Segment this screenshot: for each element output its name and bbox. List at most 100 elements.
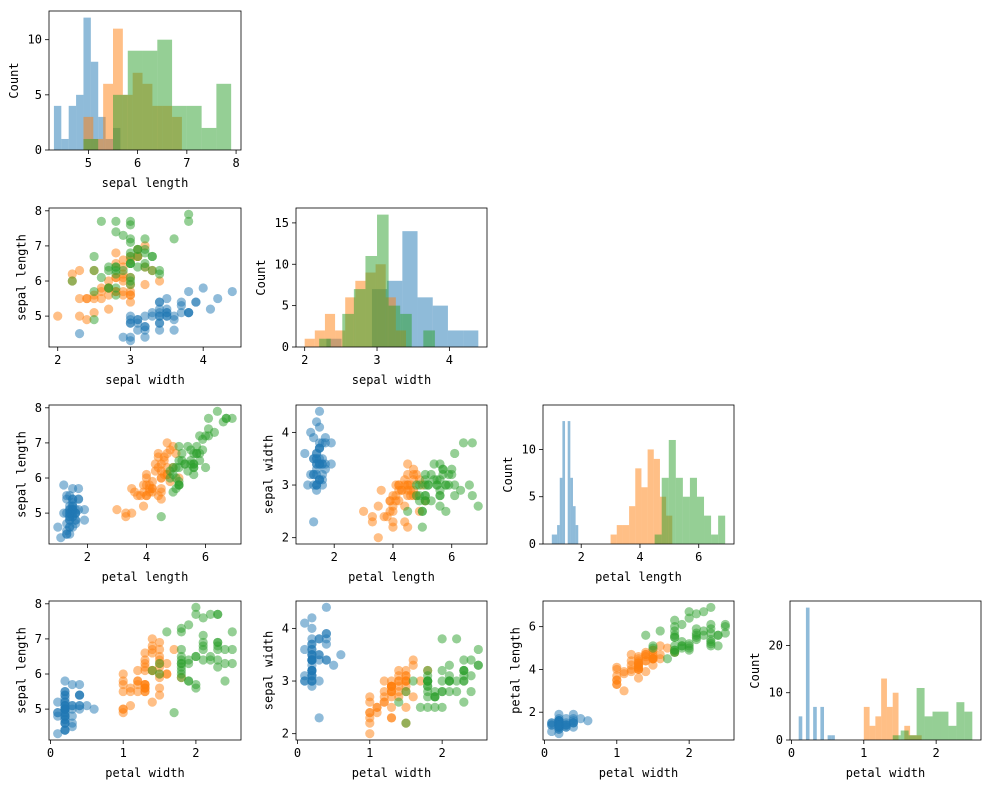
- scatter-point-setosa: [198, 283, 208, 293]
- scatter-point-virginica: [147, 265, 157, 276]
- hist-bar-versicolor: [875, 716, 882, 740]
- scatter-point-versicolor: [408, 655, 418, 665]
- scatter-point-setosa: [74, 329, 85, 339]
- scatter-point-versicolor: [125, 286, 136, 297]
- scatter-point-virginica: [423, 702, 433, 712]
- hist-bar-virginica: [940, 711, 949, 740]
- scatter-point-versicolor: [144, 483, 155, 494]
- hist-bar-virginica: [956, 702, 965, 740]
- scatter-point-setosa: [176, 300, 186, 311]
- scatter-point-virginica: [420, 480, 430, 490]
- axes-frame: [295, 404, 488, 545]
- scatter-point-virginica: [213, 655, 223, 665]
- scatter-point-virginica: [444, 686, 454, 697]
- scatter-point-virginica: [435, 475, 445, 485]
- y-axis-label: sepal length: [15, 234, 29, 321]
- scatter-point-setosa: [140, 311, 150, 321]
- hist-bar-setosa: [813, 706, 817, 740]
- x-tick-label: 5: [85, 156, 92, 170]
- hist-bar-versicolor: [610, 534, 617, 544]
- scatter-point-setosa: [329, 660, 339, 670]
- hist-bar-virginica: [916, 687, 925, 740]
- scatter-point-virginica: [198, 655, 208, 665]
- scatter-point-virginica: [473, 660, 483, 670]
- scatter-point-setosa: [125, 332, 136, 342]
- scatter-point-versicolor: [133, 686, 143, 697]
- scatter-point-setosa: [554, 720, 564, 730]
- panel-petal-length-hist: 2 4 6 0 5 10 petal length Count: [501, 404, 735, 584]
- x-tick-label: 8: [232, 156, 239, 170]
- scatter-point-setosa: [568, 718, 578, 728]
- scatter-point-setosa: [133, 325, 143, 335]
- scatter-point-versicolor: [140, 648, 150, 658]
- scatter-point-versicolor: [127, 483, 137, 494]
- scatter-point-virginica: [227, 644, 237, 655]
- scatter-point-versicolor: [662, 643, 673, 653]
- scatter-point-virginica: [89, 286, 99, 297]
- scatter-point-virginica: [213, 609, 223, 619]
- scatter-point-virginica: [670, 632, 680, 642]
- scatter-point-setosa: [554, 709, 564, 719]
- panel-petal-length-vs-sepal-length: 2 4 6 5 6 7 8 petal length sepal length: [15, 401, 242, 584]
- axes-frame: [48, 600, 242, 741]
- scatter-point-virginica: [191, 602, 201, 612]
- scatter-point-versicolor: [386, 686, 397, 697]
- scatter-point-virginica: [184, 209, 194, 219]
- scatter-point-versicolor: [379, 697, 389, 707]
- scatter-point-versicolor: [154, 637, 165, 648]
- scatter-point-setosa: [68, 497, 78, 508]
- scatter-point-setosa: [162, 311, 172, 321]
- scatter-point-virginica: [177, 448, 187, 459]
- scatter-point-virginica: [89, 315, 99, 325]
- hist-bar-virginica: [423, 330, 435, 347]
- scatter-point-virginica: [203, 424, 214, 434]
- x-tick-label: 4: [636, 550, 643, 564]
- scatter-point-virginica: [171, 462, 181, 473]
- hist-bar-setosa: [68, 105, 77, 150]
- y-axis-label: Count: [254, 259, 268, 295]
- scatter-point-virginica: [437, 702, 447, 712]
- plot-area: [300, 406, 483, 543]
- scatter-point-virginica: [184, 658, 194, 669]
- scatter-point-setosa: [561, 720, 571, 730]
- x-tick-label: 1: [120, 746, 127, 760]
- scatter-point-virginica: [104, 283, 114, 293]
- plot-area: [798, 607, 973, 740]
- hist-bar-virginica: [932, 711, 941, 740]
- scatter-point-setosa: [67, 722, 77, 732]
- scatter-point-virginica: [191, 651, 201, 662]
- panel-petal-width-vs-sepal-length: 0 1 2 5 6 7 8 petal width sepal length: [15, 597, 242, 780]
- scatter-point-virginica: [441, 506, 451, 516]
- scatter-point-virginica: [435, 490, 445, 501]
- scatter-point-setosa: [60, 676, 70, 686]
- scatter-point-virginica: [176, 627, 186, 637]
- scatter-point-virginica: [213, 662, 223, 672]
- scatter-point-versicolor: [612, 671, 622, 681]
- scatter-point-setosa: [583, 716, 593, 726]
- scatter-point-setosa: [568, 709, 578, 719]
- scatter-point-virginica: [154, 658, 165, 669]
- plot-area: [551, 421, 726, 544]
- scatter-point-setosa: [311, 480, 322, 490]
- scatter-point-virginica: [174, 476, 184, 487]
- axes-frame: [542, 600, 735, 741]
- scatter-point-versicolor: [104, 304, 114, 314]
- panel-petal-length-vs-sepal-width: 2 4 6 2 3 4 petal length sepal width: [262, 404, 488, 584]
- scatter-point-virginica: [691, 634, 701, 645]
- hist-bar-versicolor: [113, 28, 123, 150]
- scatter-point-setosa: [133, 315, 143, 325]
- scatter-point-versicolor: [162, 658, 172, 669]
- scatter-point-virginica: [455, 485, 466, 495]
- hist-bar-virginica: [682, 496, 690, 544]
- scatter-point-virginica: [713, 630, 723, 640]
- scatter-point-virginica: [713, 641, 723, 651]
- scatter-point-versicolor: [655, 654, 665, 664]
- scatter-point-setosa: [326, 459, 336, 469]
- hist-bar-versicolor: [103, 83, 113, 150]
- y-tick-label: 7: [35, 632, 42, 646]
- scatter-point-setosa: [53, 522, 63, 532]
- hist-bar-virginica: [704, 515, 712, 544]
- scatter-point-setosa: [53, 697, 63, 707]
- scatter-point-virginica: [467, 438, 477, 448]
- hist-bar-virginica: [127, 50, 143, 150]
